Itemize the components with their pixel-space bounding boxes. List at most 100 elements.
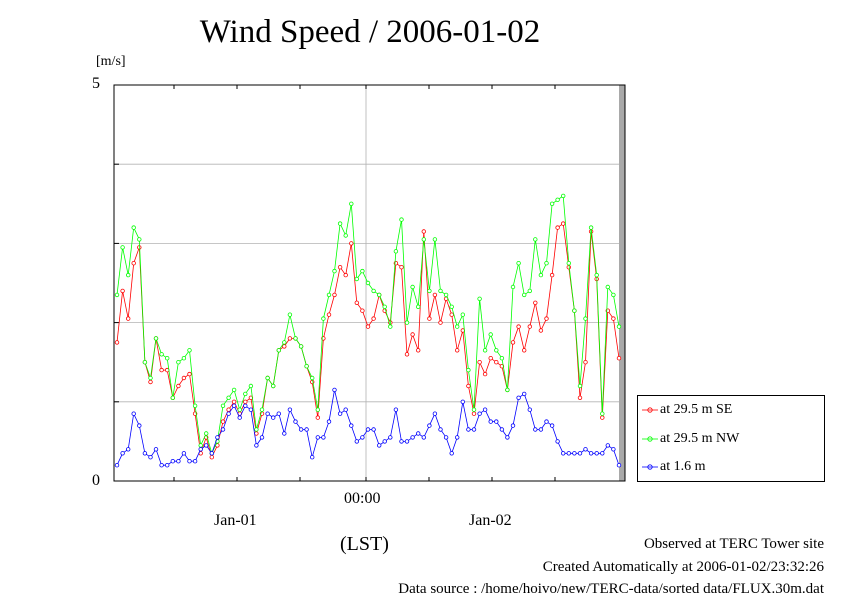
data-point-nw xyxy=(192,403,198,408)
x-date-label-jan01: Jan-01 xyxy=(214,512,257,529)
data-point-nw xyxy=(254,427,259,432)
data-point-1-6m xyxy=(572,451,577,456)
data-point-se xyxy=(510,340,516,345)
legend-label-se: at 29.5 m SE xyxy=(660,402,733,417)
data-point-nw xyxy=(583,316,588,321)
data-point-nw xyxy=(137,237,142,242)
data-point-nw xyxy=(271,383,276,389)
data-point-1-6m xyxy=(326,419,332,424)
data-point-nw xyxy=(432,237,438,242)
data-point-se xyxy=(332,292,337,298)
y-tick-label-max: 5 xyxy=(92,75,100,92)
data-point-se xyxy=(343,272,348,278)
data-point-se xyxy=(360,308,365,313)
data-point-se xyxy=(231,399,237,404)
data-point-nw xyxy=(114,292,120,298)
data-point-1-6m xyxy=(181,451,187,456)
data-point-se xyxy=(477,360,482,365)
chart-title: Wind Speed / 2006-01-02 xyxy=(199,14,541,50)
data-point-1-6m xyxy=(354,439,359,444)
data-point-se xyxy=(114,340,120,345)
data-point-se xyxy=(176,383,181,389)
data-point-se xyxy=(561,221,566,226)
data-point-1-6m xyxy=(488,419,493,424)
data-point-nw xyxy=(371,288,376,294)
data-point-se xyxy=(148,379,153,385)
data-point-1-6m xyxy=(259,435,265,440)
data-point-1-6m xyxy=(538,427,544,432)
data-point-nw xyxy=(148,375,153,381)
data-point-1-6m xyxy=(237,415,242,420)
data-point-nw xyxy=(131,225,136,230)
data-point-1-6m xyxy=(455,435,460,440)
data-point-1-6m xyxy=(566,451,571,456)
data-point-nw xyxy=(120,245,125,250)
data-point-1-6m xyxy=(120,451,125,456)
data-point-nw xyxy=(248,383,254,389)
data-point-se xyxy=(131,261,136,266)
data-point-nw xyxy=(404,320,410,325)
data-point-1-6m xyxy=(516,395,521,400)
y-axis-unit: [m/s] xyxy=(96,54,126,69)
data-point-nw xyxy=(421,237,426,242)
footer-observed: Observed at TERC Tower site xyxy=(643,536,824,552)
data-point-nw xyxy=(466,367,471,373)
data-point-1-6m xyxy=(332,387,337,393)
data-point-se xyxy=(427,316,432,321)
data-point-se xyxy=(181,375,187,381)
data-point-1-6m xyxy=(443,435,449,440)
legend-label-1-6m: at 1.6 m xyxy=(660,459,706,474)
data-point-se xyxy=(494,360,499,365)
data-point-1-6m xyxy=(605,443,610,448)
data-point-se xyxy=(538,328,544,333)
data-point-nw xyxy=(382,304,387,309)
data-point-1-6m xyxy=(416,431,421,436)
data-point-1-6m xyxy=(298,427,304,432)
data-point-1-6m xyxy=(287,407,293,412)
data-point-nw xyxy=(337,221,343,226)
data-point-nw xyxy=(181,356,187,361)
data-point-1-6m xyxy=(600,451,605,456)
data-point-nw xyxy=(482,348,488,353)
data-point-nw xyxy=(544,261,549,266)
data-point-se xyxy=(125,316,131,321)
data-point-nw xyxy=(326,292,332,298)
data-point-nw xyxy=(393,249,399,254)
data-point-1-6m xyxy=(215,435,220,440)
data-point-nw xyxy=(287,312,293,317)
data-point-se xyxy=(522,348,527,353)
data-point-nw xyxy=(611,292,616,298)
data-point-1-6m xyxy=(125,447,131,452)
data-point-se xyxy=(404,352,410,357)
data-point-se xyxy=(455,348,460,353)
x-tick-label-midnight: 00:00 xyxy=(344,490,381,507)
data-point-se xyxy=(365,324,371,329)
data-point-se xyxy=(449,312,454,317)
data-point-nw xyxy=(360,268,365,274)
legend-marker-1-6m xyxy=(642,464,658,470)
data-point-1-6m xyxy=(421,435,426,440)
data-point-se xyxy=(611,316,616,321)
data-point-nw xyxy=(304,364,309,369)
data-point-1-6m xyxy=(460,399,465,404)
data-point-1-6m xyxy=(494,419,499,424)
data-point-se xyxy=(287,336,293,341)
legend-item-1-6m: at 1.6 m xyxy=(638,457,824,477)
data-point-nw xyxy=(220,403,226,408)
data-point-1-6m xyxy=(220,427,226,432)
data-point-1-6m xyxy=(611,447,616,452)
data-point-1-6m xyxy=(404,439,410,444)
data-point-1-6m xyxy=(410,435,415,440)
data-point-nw xyxy=(170,395,175,400)
data-point-nw xyxy=(427,288,432,294)
data-point-se xyxy=(600,415,605,420)
data-point-1-6m xyxy=(371,427,376,432)
chart-legend: at 29.5 m SE at 29.5 m NW at 1.6 m xyxy=(637,395,825,482)
data-point-nw xyxy=(276,348,281,353)
data-point-nw xyxy=(416,304,421,309)
data-point-se xyxy=(371,316,376,321)
legend-marker-se xyxy=(642,407,658,413)
data-point-nw xyxy=(488,332,493,337)
data-point-1-6m xyxy=(349,423,354,428)
